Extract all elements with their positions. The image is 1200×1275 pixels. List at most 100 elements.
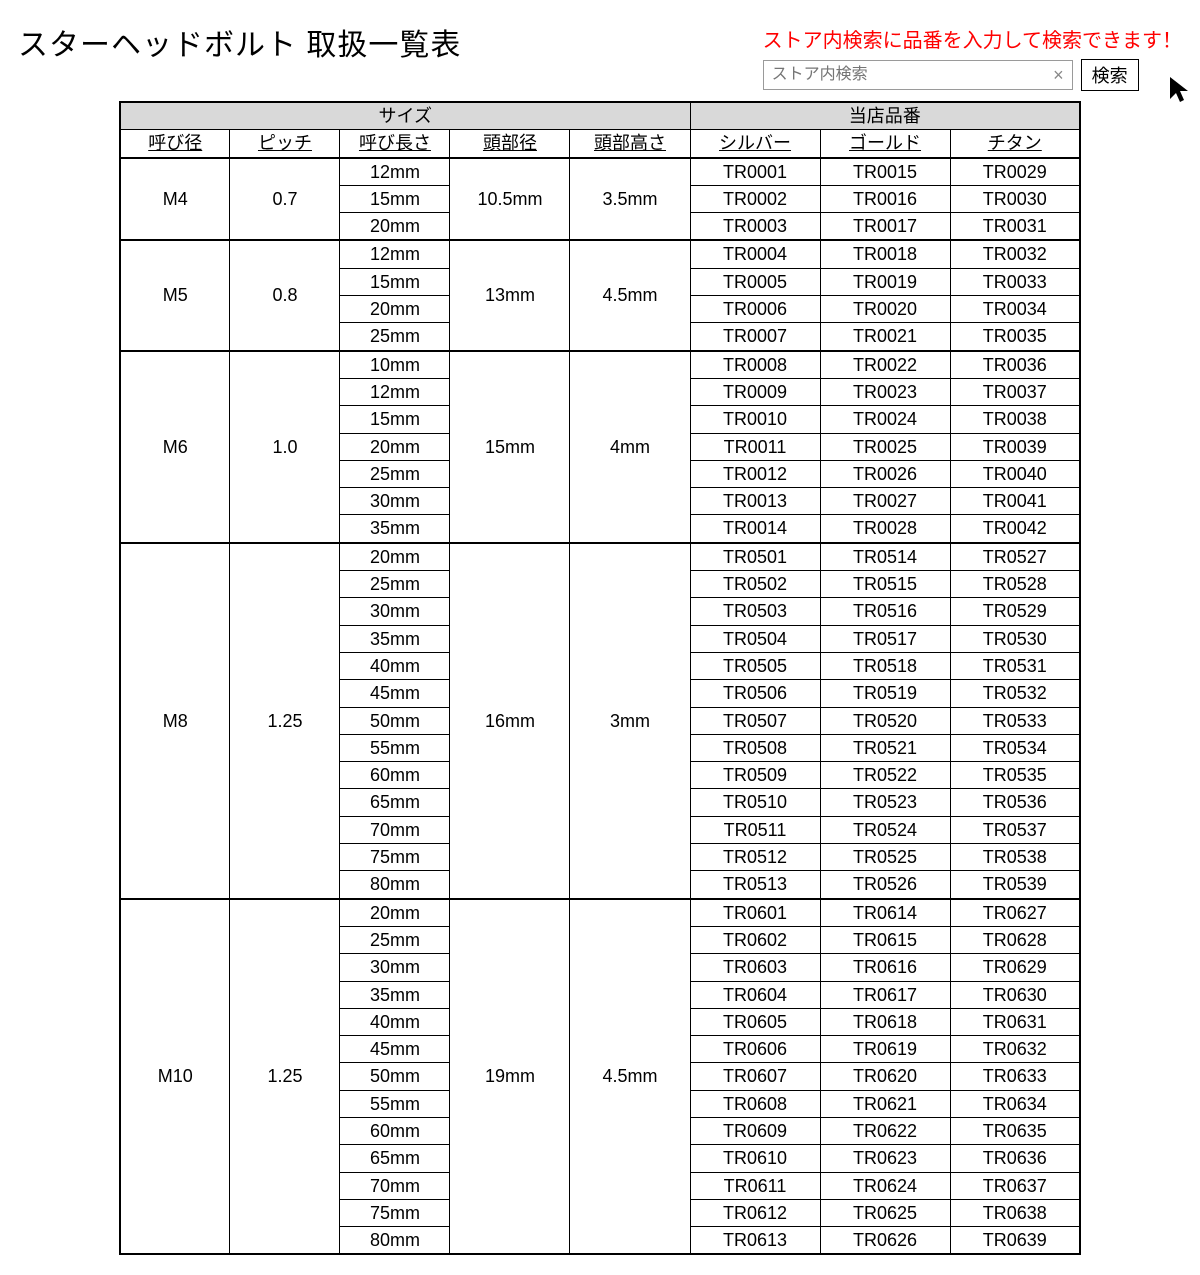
cell-length: 15mm: [340, 268, 450, 295]
cell-part-number: TR0504: [690, 625, 820, 652]
cell-length: 20mm: [340, 543, 450, 571]
cell-head-diameter: 10.5mm: [450, 158, 570, 241]
cell-length: 70mm: [340, 1172, 450, 1199]
cell-head-height: 4.5mm: [570, 899, 690, 1255]
cell-part-number: TR0627: [950, 899, 1080, 927]
cell-part-number: TR0503: [690, 598, 820, 625]
cell-length: 20mm: [340, 213, 450, 241]
cell-part-number: TR0033: [950, 268, 1080, 295]
cell-part-number: TR0037: [950, 378, 1080, 405]
cell-pitch: 0.8: [230, 240, 340, 350]
cell-part-number: TR0008: [690, 351, 820, 379]
cell-part-number: TR0537: [950, 816, 1080, 843]
header-sub: シルバー: [690, 130, 820, 158]
cell-part-number: TR0020: [820, 296, 950, 323]
cell-length: 12mm: [340, 158, 450, 186]
search-input[interactable]: [770, 65, 1051, 85]
cell-length: 55mm: [340, 734, 450, 761]
cell-length: 15mm: [340, 185, 450, 212]
cell-part-number: TR0633: [950, 1063, 1080, 1090]
cell-part-number: TR0532: [950, 680, 1080, 707]
cell-head-diameter: 19mm: [450, 899, 570, 1255]
cell-part-number: TR0013: [690, 488, 820, 515]
cell-part-number: TR0631: [950, 1008, 1080, 1035]
cell-part-number: TR0041: [950, 488, 1080, 515]
cell-length: 35mm: [340, 515, 450, 543]
table-row: M81.2520mm16mm3mmTR0501TR0514TR0527: [120, 543, 1080, 571]
cell-part-number: TR0527: [950, 543, 1080, 571]
cell-part-number: TR0635: [950, 1117, 1080, 1144]
cell-length: 30mm: [340, 488, 450, 515]
cell-part-number: TR0624: [820, 1172, 950, 1199]
cell-part-number: TR0519: [820, 680, 950, 707]
cell-head-diameter: 15mm: [450, 351, 570, 543]
cell-part-number: TR0018: [820, 240, 950, 268]
cell-part-number: TR0523: [820, 789, 950, 816]
cell-pitch: 1.25: [230, 543, 340, 899]
cell-part-number: TR0032: [950, 240, 1080, 268]
cell-part-number: TR0605: [690, 1008, 820, 1035]
cell-length: 80mm: [340, 871, 450, 899]
cell-part-number: TR0622: [820, 1117, 950, 1144]
cell-part-number: TR0601: [690, 899, 820, 927]
cell-part-number: TR0539: [950, 871, 1080, 899]
cell-diameter: M4: [120, 158, 230, 241]
cell-part-number: TR0619: [820, 1036, 950, 1063]
cell-part-number: TR0639: [950, 1227, 1080, 1255]
cell-part-number: TR0035: [950, 323, 1080, 351]
cell-length: 10mm: [340, 351, 450, 379]
cell-part-number: TR0632: [950, 1036, 1080, 1063]
cell-part-number: TR0630: [950, 981, 1080, 1008]
cell-part-number: TR0029: [950, 158, 1080, 186]
cell-part-number: TR0529: [950, 598, 1080, 625]
search-button[interactable]: 検索: [1081, 59, 1139, 91]
cell-head-diameter: 13mm: [450, 240, 570, 350]
cell-part-number: TR0602: [690, 926, 820, 953]
cell-part-number: TR0042: [950, 515, 1080, 543]
cell-part-number: TR0620: [820, 1063, 950, 1090]
cell-part-number: TR0610: [690, 1145, 820, 1172]
cell-part-number: TR0609: [690, 1117, 820, 1144]
cell-part-number: TR0612: [690, 1199, 820, 1226]
cell-part-number: TR0520: [820, 707, 950, 734]
cell-length: 40mm: [340, 1008, 450, 1035]
cell-length: 50mm: [340, 707, 450, 734]
cell-part-number: TR0534: [950, 734, 1080, 761]
cell-part-number: TR0001: [690, 158, 820, 186]
cell-part-number: TR0507: [690, 707, 820, 734]
cell-part-number: TR0614: [820, 899, 950, 927]
cell-length: 20mm: [340, 296, 450, 323]
cell-part-number: TR0638: [950, 1199, 1080, 1226]
header-group-size: サイズ: [120, 102, 690, 130]
cell-part-number: TR0039: [950, 433, 1080, 460]
search-area: ストア内検索に品番を入力して検索できます！ × 検索: [763, 24, 1182, 91]
cell-part-number: TR0514: [820, 543, 950, 571]
cell-part-number: TR0017: [820, 213, 950, 241]
cell-part-number: TR0511: [690, 816, 820, 843]
cell-length: 12mm: [340, 240, 450, 268]
cell-part-number: TR0501: [690, 543, 820, 571]
cell-part-number: TR0038: [950, 406, 1080, 433]
cell-length: 60mm: [340, 762, 450, 789]
cell-part-number: TR0512: [690, 844, 820, 871]
cell-part-number: TR0019: [820, 268, 950, 295]
cell-diameter: M8: [120, 543, 230, 899]
cell-length: 40mm: [340, 652, 450, 679]
cell-pitch: 1.25: [230, 899, 340, 1255]
page-title: スターヘッドボルト 取扱一覧表: [18, 20, 461, 64]
header-sub: チタン: [950, 130, 1080, 158]
cell-length: 45mm: [340, 1036, 450, 1063]
cell-diameter: M6: [120, 351, 230, 543]
cell-part-number: TR0517: [820, 625, 950, 652]
cell-part-number: TR0508: [690, 734, 820, 761]
cell-part-number: TR0515: [820, 571, 950, 598]
clear-icon[interactable]: ×: [1051, 65, 1066, 86]
cell-length: 30mm: [340, 598, 450, 625]
cell-length: 75mm: [340, 844, 450, 871]
cell-head-height: 3mm: [570, 543, 690, 899]
table-row: M61.010mm15mm4mmTR0008TR0022TR0036: [120, 351, 1080, 379]
cell-length: 35mm: [340, 625, 450, 652]
cell-part-number: TR0030: [950, 185, 1080, 212]
cell-part-number: TR0034: [950, 296, 1080, 323]
cell-part-number: TR0009: [690, 378, 820, 405]
